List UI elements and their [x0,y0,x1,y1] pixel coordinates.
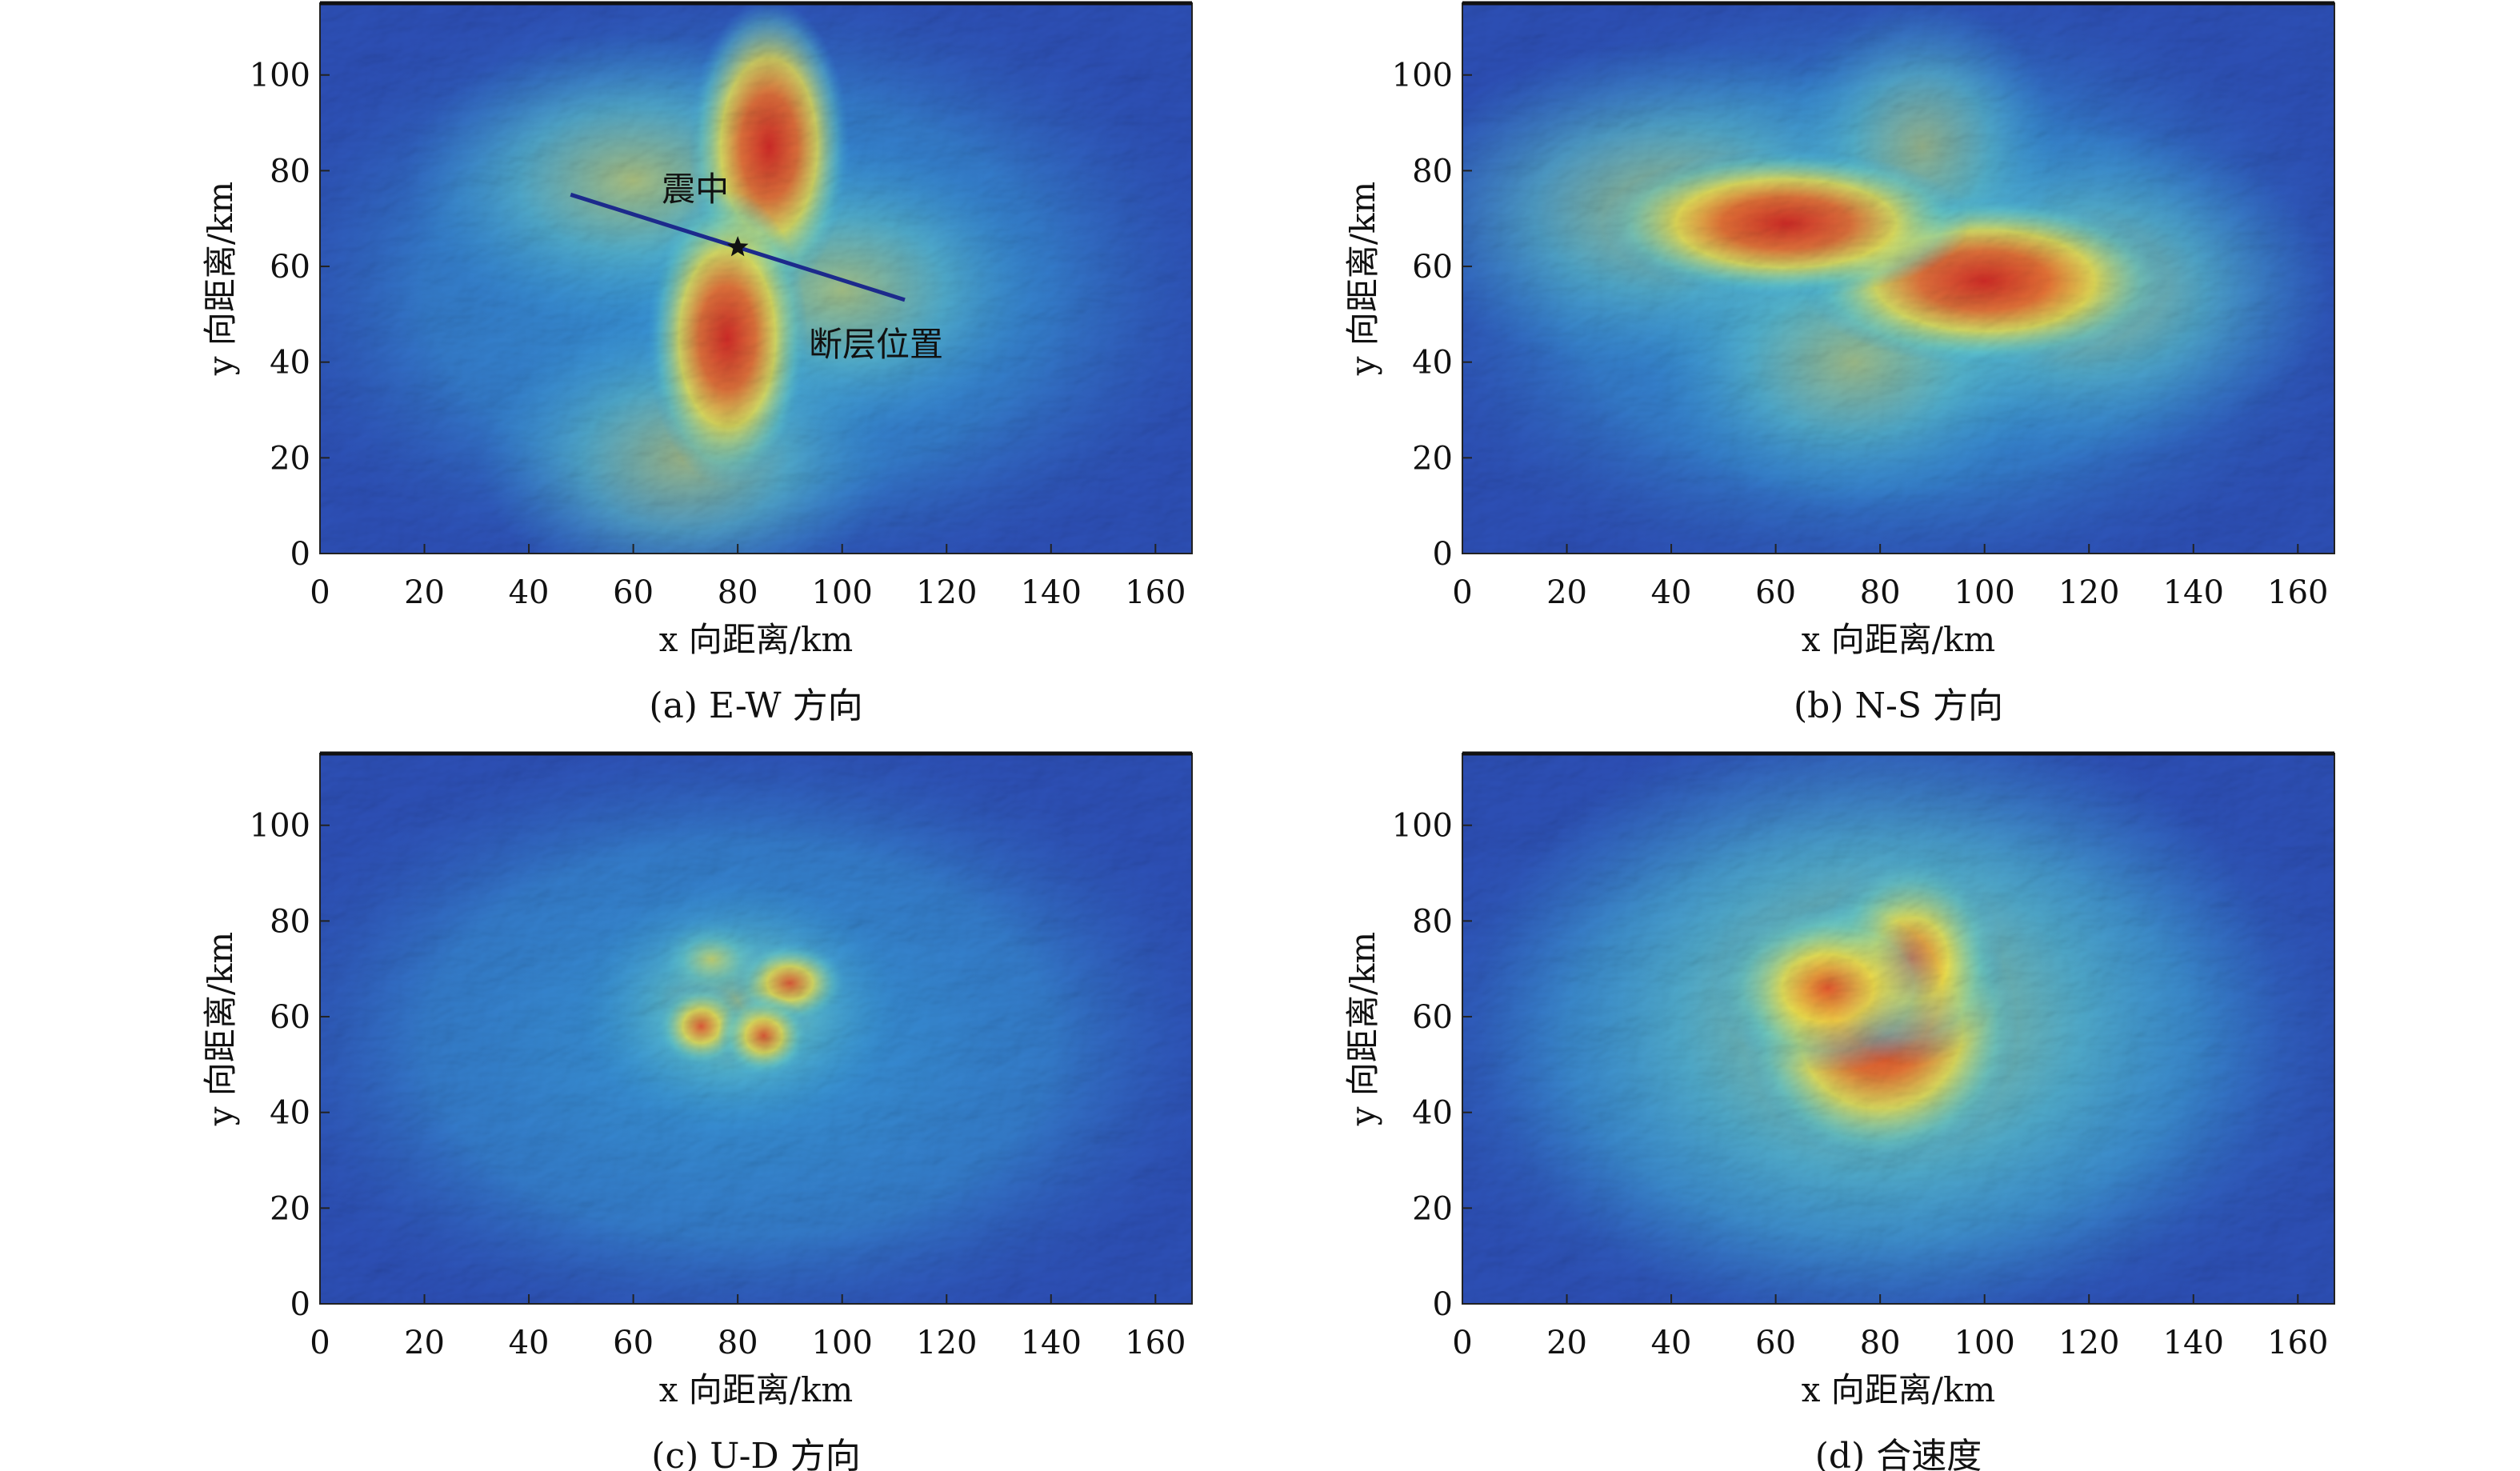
x-tick-label: 160 [2267,1325,2328,1361]
x-tick-label: 100 [812,1325,873,1361]
x-tick-label: 80 [1860,574,1901,611]
x-tick-label: 20 [404,1325,445,1361]
x-tick-label: 140 [2163,1325,2224,1361]
y-tick-label: 80 [1412,903,1453,940]
y-tick-label: 40 [1412,345,1453,382]
x-tick-label: 0 [310,574,330,611]
y-tick-label: 100 [250,808,310,845]
x-tick-label: 120 [916,1325,977,1361]
x-tick-label: 80 [718,1325,758,1361]
panel-1: 断层位置 震中 0 20 40 60 80 100 120 140 160 0 20 40 60 80 100 x… [201,1,1193,726]
y-tick-label: 20 [1412,1190,1453,1227]
y-tick-label: 0 [1433,536,1453,573]
y-tick-label: 0 [290,536,310,573]
x-tick-label: 120 [2058,574,2119,611]
panel-2: 0 20 40 60 80 100 120 140 160 0 20 40 60 80 100 x 向距离/k… [1343,1,2335,726]
x-tick-label: 60 [613,1325,654,1361]
y-axis-label: y 向距离/km [1343,182,1382,377]
terrain-shading [1462,3,2334,554]
y-axis-label: y 向距离/km [1343,932,1382,1127]
x-tick-label: 20 [1546,1325,1587,1361]
x-tick-label: 120 [916,574,977,611]
x-tick-label: 0 [1452,574,1472,611]
x-tick-label: 120 [2058,1325,2119,1361]
x-tick-label: 100 [1954,1325,2015,1361]
terrain-shading [1462,753,2334,1304]
y-tick-label: 60 [270,249,310,286]
y-axis-label: y 向距离/km [201,182,240,377]
x-axis-label: x 向距离/km [1802,620,1995,659]
y-tick-label: 100 [1392,808,1453,845]
x-tick-label: 20 [404,574,445,611]
y-tick-label: 20 [1412,440,1453,477]
y-tick-label: 60 [1412,999,1453,1036]
epicenter-star-icon [726,236,749,257]
heatmap-area [320,753,1192,1304]
y-tick-label: 20 [270,440,310,477]
panel-4: 0 20 40 60 80 100 120 140 160 0 20 40 60 80 100 x 向距离/k… [1343,751,2335,1471]
terrain-shading [320,753,1192,1304]
y-tick-label: 0 [290,1286,310,1323]
y-tick-label: 80 [270,153,310,190]
heatmap-area [1462,753,2334,1304]
y-tick-label: 100 [250,58,310,94]
x-axis-label: x 向距离/km [659,1370,853,1409]
y-tick-label: 80 [270,903,310,940]
x-tick-label: 60 [1755,1325,1796,1361]
y-tick-label: 60 [270,999,310,1036]
x-tick-label: 0 [1452,1325,1472,1361]
panel-caption: (d) 合速度 [1815,1436,1982,1471]
x-tick-label: 40 [509,574,550,611]
y-tick-label: 40 [270,1095,310,1132]
x-tick-label: 80 [718,574,758,611]
x-tick-label: 40 [1651,574,1692,611]
y-tick-label: 20 [270,1190,310,1227]
x-tick-label: 140 [1021,1325,1082,1361]
y-tick-label: 40 [1412,1095,1453,1132]
x-tick-label: 100 [812,574,873,611]
heatmap-area [1462,3,2334,554]
x-tick-label: 80 [1860,1325,1901,1361]
x-tick-label: 40 [509,1325,550,1361]
x-tick-label: 60 [1755,574,1796,611]
x-tick-label: 20 [1546,574,1587,611]
y-tick-label: 100 [1392,58,1453,94]
y-axis-label: y 向距离/km [201,932,240,1127]
y-tick-label: 60 [1412,249,1453,286]
panel-caption: (c) U-D 方向 [651,1436,860,1471]
x-tick-label: 0 [310,1325,330,1361]
panel-3: 0 20 40 60 80 100 120 140 160 0 20 40 60 80 100 x 向距离/k… [201,751,1193,1471]
panel-caption: (a) E-W 方向 [649,686,862,726]
x-tick-label: 100 [1954,574,2015,611]
x-tick-label: 160 [2267,574,2328,611]
heatmap-area [320,3,1192,554]
x-tick-label: 160 [1125,574,1186,611]
x-tick-label: 140 [1021,574,1082,611]
y-tick-label: 40 [270,345,310,382]
epicenter-label: 震中 [662,170,729,209]
x-tick-label: 60 [613,574,654,611]
y-tick-label: 0 [1433,1286,1453,1323]
fault-label: 断层位置 [809,325,943,364]
x-axis-label: x 向距离/km [659,620,853,659]
x-tick-label: 40 [1651,1325,1692,1361]
y-tick-label: 80 [1412,153,1453,190]
terrain-shading [320,3,1192,554]
x-tick-label: 140 [2163,574,2224,611]
panel-caption: (b) N-S 方向 [1794,686,2003,726]
x-tick-label: 160 [1125,1325,1186,1361]
x-axis-label: x 向距离/km [1802,1370,1995,1409]
